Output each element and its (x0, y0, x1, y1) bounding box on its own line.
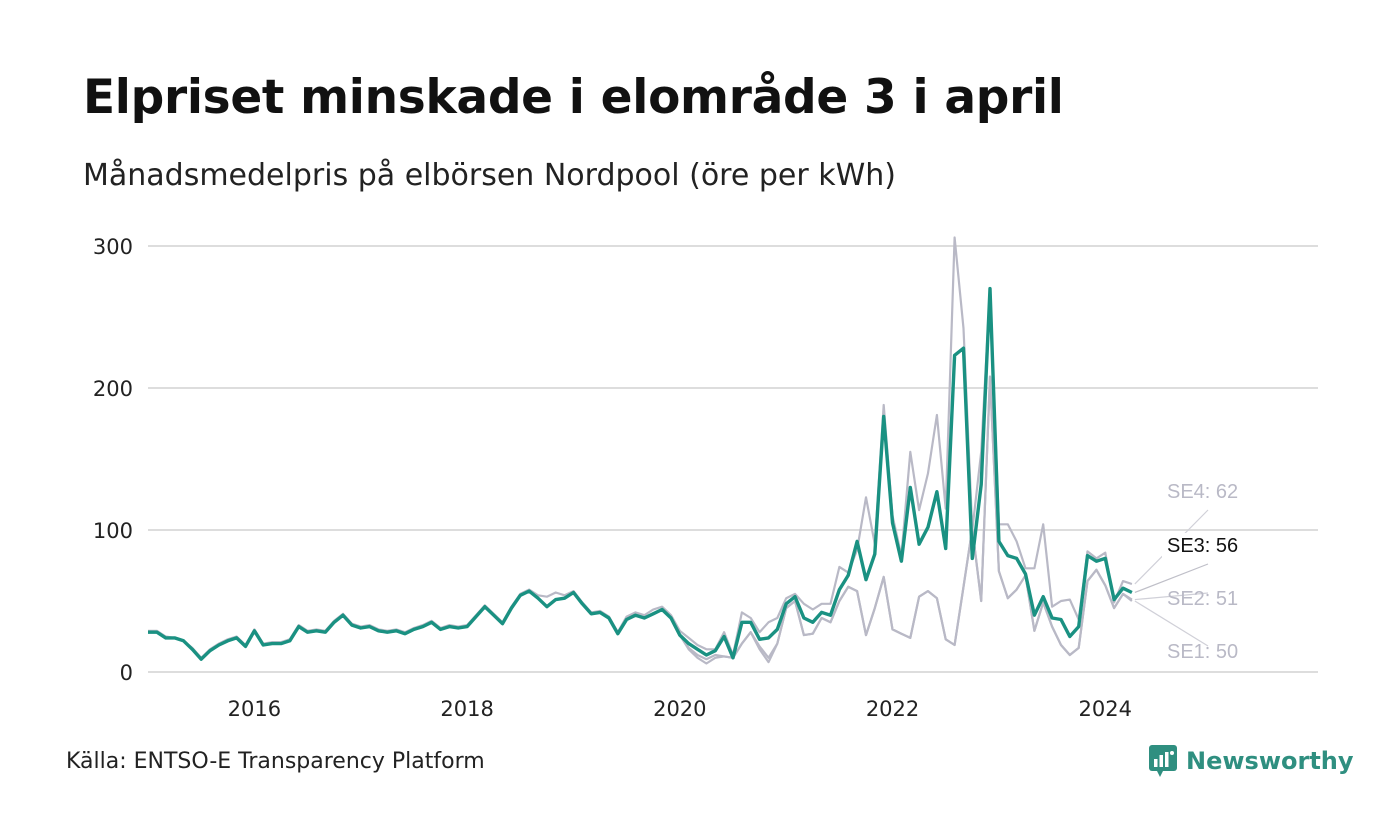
x-tick-label-2020: 2020 (653, 697, 706, 721)
highlight-series (148, 286, 1133, 661)
x-tick-label-2016: 2016 (228, 697, 281, 721)
label-bg-se3 (1162, 533, 1256, 559)
bar-chart-icon (1149, 745, 1177, 777)
series-label-se3: SE3: 56 (1167, 535, 1238, 557)
label-bg-se1 (1162, 639, 1256, 665)
gridlines (148, 245, 1318, 673)
leader-line-se2 (1134, 592, 1209, 601)
y-axis: 0 100 200 300 (93, 235, 133, 685)
brand-logo: Newsworthy (1148, 744, 1354, 778)
chart-subtitle: Månadsmedelpris på elbörsen Nordpool (ör… (83, 158, 896, 193)
label-bg-se2 (1162, 586, 1256, 612)
series-label-se2: SE2: 51 (1167, 588, 1238, 610)
series-labels: SE4: 62 SE3: 56 SE2: 51 SE1: 50 (1134, 479, 1256, 665)
x-tick-label-2018: 2018 (440, 697, 493, 721)
y-tick-label-0: 0 (120, 661, 133, 685)
series-label-se1: SE1: 50 (1167, 641, 1238, 663)
x-tick-label-2024: 2024 (1079, 697, 1132, 721)
y-tick-label-100: 100 (93, 519, 133, 543)
x-tick-label-2022: 2022 (866, 697, 919, 721)
source-note: Källa: ENTSO-E Transparency Platform (66, 749, 485, 774)
series-label-se4: SE4: 62 (1167, 481, 1238, 503)
x-axis: 2016 2018 2020 2022 2024 (228, 697, 1132, 721)
y-tick-label-200: 200 (93, 377, 133, 401)
y-tick-label-300: 300 (93, 235, 133, 259)
leader-line-se1 (1134, 600, 1209, 647)
brand-name: Newsworthy (1186, 747, 1354, 775)
leader-line-se3 (1134, 563, 1209, 594)
chart-title: Elpriset minskade i elområde 3 i april (83, 70, 1064, 125)
series-line-se3 (148, 286, 1133, 661)
label-bg-se4 (1162, 479, 1256, 505)
